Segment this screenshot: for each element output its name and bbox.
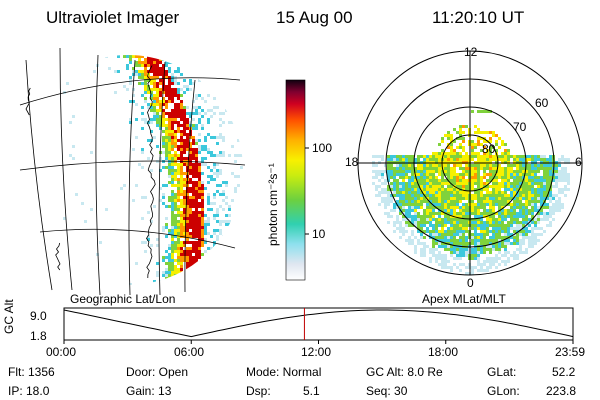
altitude-curve [63, 309, 574, 338]
polar-emission-pixels [372, 110, 570, 275]
timeline-frame [63, 307, 574, 341]
lat-label-70: 70 [513, 120, 527, 134]
timeline-ytick-low: 1.8 [30, 329, 47, 343]
status-door: Door: Open [126, 365, 189, 379]
polar-map [357, 50, 583, 276]
lat-label-60: 60 [535, 96, 549, 110]
colorbar [285, 79, 309, 281]
mlt-label-6: 6 [575, 155, 582, 169]
instrument-title: Ultraviolet Imager [46, 8, 180, 27]
status-ip: IP: 18.0 [8, 384, 50, 398]
status-dsp-value: 5.1 [303, 384, 320, 398]
status-dsp-label: Dsp: [246, 384, 271, 398]
timeline-xtick-0600: 06:00 [174, 345, 205, 359]
status-glat-value: 52.2 [552, 365, 576, 379]
timeline-xtick-0000: 00:00 [46, 345, 77, 359]
colorbar-gradient [285, 79, 306, 281]
mlt-label-12: 12 [464, 45, 478, 59]
mlt-label-18: 18 [345, 155, 359, 169]
colorbar-unit-label: photon cm⁻²s⁻¹ [266, 163, 280, 246]
timeline-axis-label: GC Alt [2, 299, 16, 334]
mlt-label-0: 0 [467, 276, 474, 290]
status-gain: Gain: 13 [126, 384, 172, 398]
status-glon-value: 223.8 [546, 384, 577, 398]
timeline-plot [63, 307, 574, 344]
status-seq: Seq: 30 [366, 384, 408, 398]
polar-grid [357, 50, 583, 276]
status-gc-alt: GC Alt: 8.0 Re [366, 365, 443, 379]
status-glat-label: GLat: [487, 365, 517, 379]
date-label: 15 Aug 00 [276, 8, 353, 27]
timeline-xtick-1200: 12:00 [301, 345, 332, 359]
geo-caption: Geographic Lat/Lon [70, 292, 176, 306]
timeline-xtick-2359: 23:59 [555, 345, 586, 359]
lat-label-80: 80 [482, 142, 496, 156]
status-flt: Flt: 1356 [8, 365, 55, 379]
geographic-map [13, 47, 246, 296]
timeline-xtick-1800: 18:00 [428, 345, 459, 359]
timeline-ytick-high: 9.0 [30, 309, 47, 323]
colorbar-tick-10: 10 [312, 227, 326, 241]
colorbar-tick-100: 100 [312, 141, 333, 155]
status-mode: Mode: Normal [246, 365, 322, 379]
time-label: 11:20:10 UT [432, 8, 525, 27]
geo-grid-lines [19, 47, 246, 296]
coastline-outline [25, 65, 156, 279]
status-glon-label: GLon: [487, 384, 520, 398]
polar-caption: Apex MLat/MLT [422, 292, 506, 306]
